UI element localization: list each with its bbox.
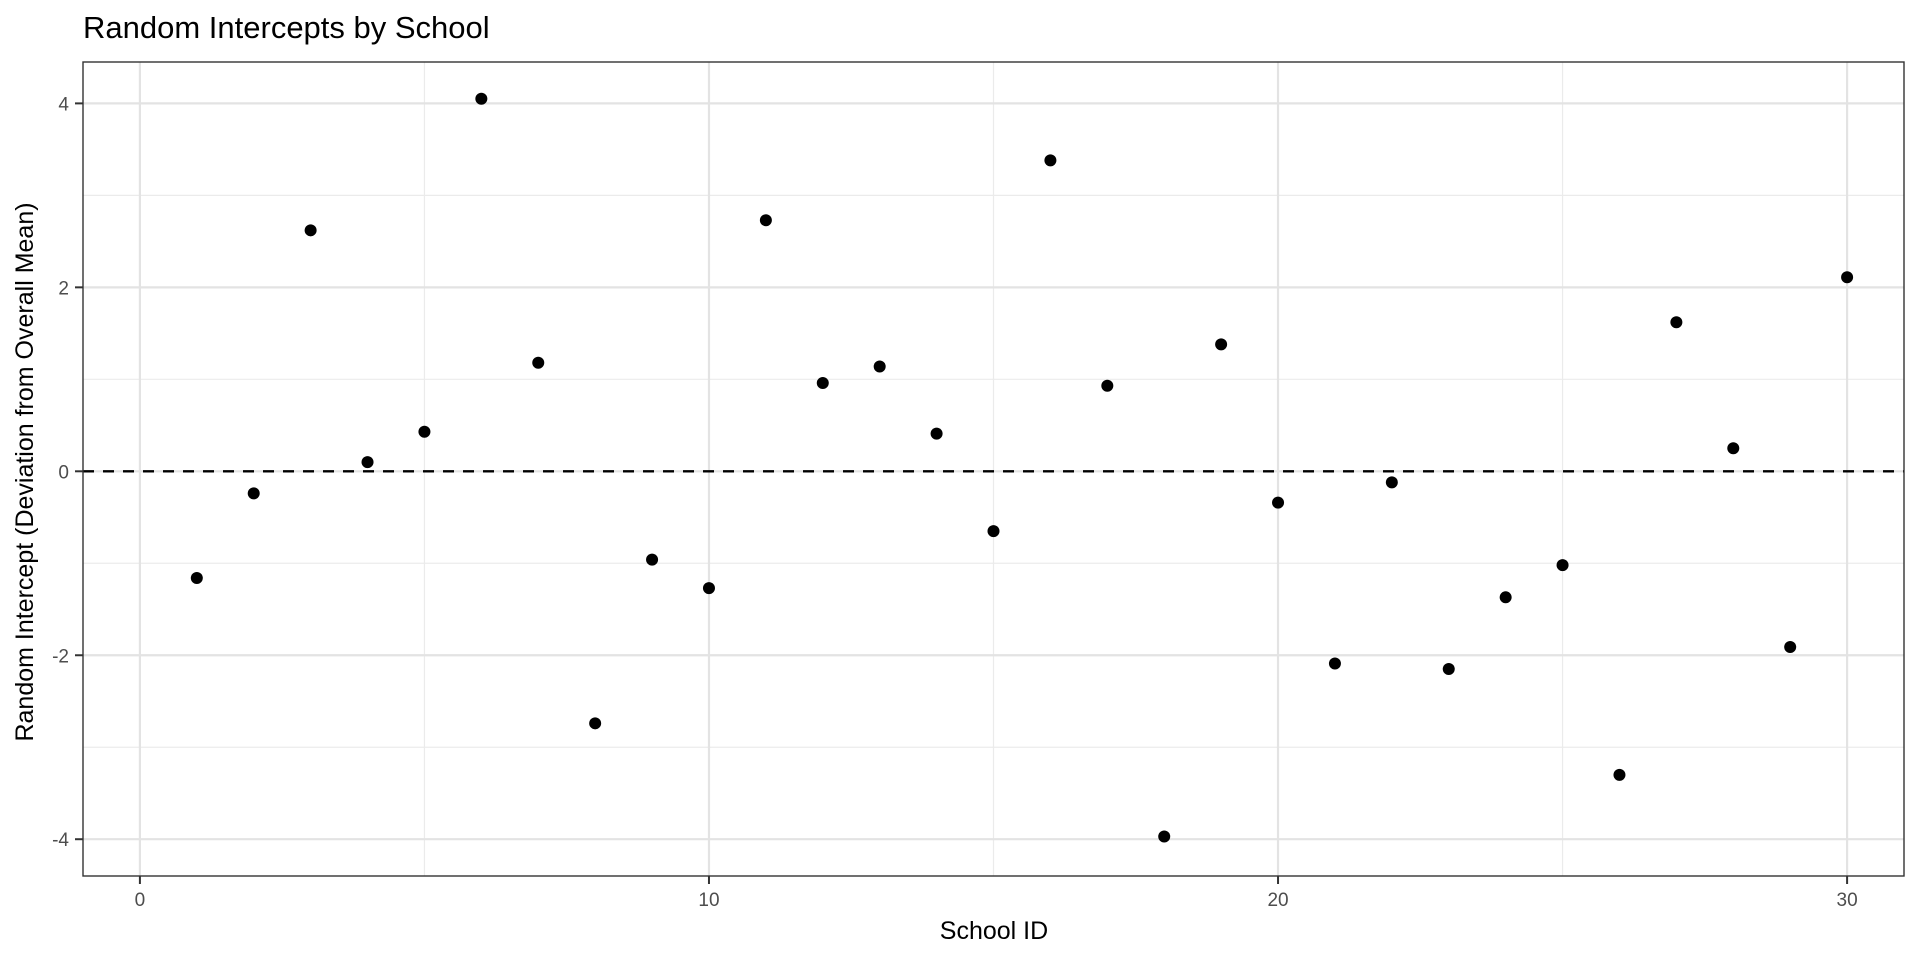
data-point	[1784, 640, 1797, 653]
data-point	[1215, 338, 1228, 351]
x-tick-label: 0	[135, 890, 146, 911]
plot-panel-border	[82, 61, 1905, 877]
data-point	[1670, 316, 1683, 329]
data-point	[247, 487, 260, 500]
data-point	[1613, 768, 1626, 781]
axes: 0 10 20 30 -4 -2 0 2 4	[52, 94, 1858, 911]
data-point	[361, 456, 374, 469]
y-tick-label: -2	[52, 646, 69, 667]
y-tick-label: 4	[58, 94, 69, 115]
data-point	[816, 377, 829, 390]
data-point	[873, 360, 886, 373]
data-point	[1044, 154, 1057, 167]
data-point	[930, 427, 943, 440]
data-point	[1841, 271, 1854, 284]
data-points	[190, 92, 1854, 843]
x-tick-label: 20	[1267, 890, 1288, 911]
data-point	[1556, 559, 1569, 572]
y-axis-label: Random Intercept (Deviation from Overall…	[11, 202, 39, 741]
data-point	[532, 356, 545, 369]
grid-lines	[83, 62, 1904, 876]
data-point	[1385, 476, 1398, 489]
data-point	[646, 553, 659, 566]
y-tick-label: 2	[58, 278, 69, 299]
data-point	[987, 525, 1000, 538]
data-point	[1328, 657, 1341, 670]
y-tick-label: -4	[52, 830, 69, 851]
data-point	[1442, 663, 1455, 676]
x-tick-label: 30	[1837, 890, 1858, 911]
chart-title: Random Intercepts by School	[83, 10, 490, 45]
data-point	[304, 224, 317, 237]
data-point	[702, 582, 715, 595]
data-point	[1499, 591, 1512, 604]
data-point	[1272, 496, 1285, 509]
data-point	[1101, 379, 1114, 392]
data-point	[418, 425, 431, 438]
data-point	[475, 92, 488, 105]
data-point	[1727, 442, 1740, 455]
data-point	[190, 571, 203, 584]
y-tick-label: 0	[58, 462, 69, 483]
data-point	[1158, 830, 1171, 843]
x-tick-label: 10	[698, 890, 719, 911]
data-point	[759, 214, 772, 227]
x-axis-label: School ID	[940, 917, 1048, 945]
data-point	[589, 717, 602, 730]
